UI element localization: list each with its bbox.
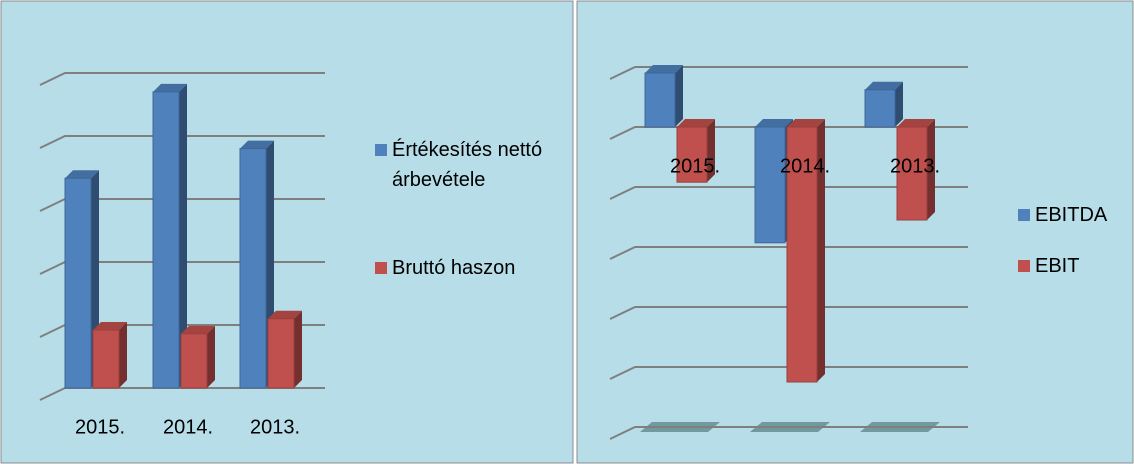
bar-side	[707, 119, 715, 183]
bar	[644, 72, 676, 128]
bar-top	[240, 140, 274, 149]
grid-line	[609, 246, 968, 260]
bar-top	[65, 170, 99, 179]
legend-label: Értékesítés nettó árbevétele	[392, 139, 543, 191]
bar-side	[179, 83, 187, 389]
bar	[239, 148, 267, 389]
legend-item: Értékesítés nettó árbevétele	[375, 135, 550, 195]
bar-top	[153, 83, 187, 92]
legend-swatch	[1018, 209, 1030, 221]
x-tick-label: 2015.	[75, 416, 125, 438]
bar-top	[865, 81, 903, 90]
bar	[786, 126, 818, 383]
legend-label: Bruttó haszon	[392, 257, 516, 279]
legend-swatch	[375, 144, 387, 156]
legend-label: EBIT	[1035, 255, 1080, 277]
bar-side	[817, 119, 825, 382]
x-tick-label: 2013.	[250, 416, 300, 438]
bar-side	[119, 322, 127, 388]
x-tick-label: 2014.	[163, 416, 213, 438]
bar-side	[895, 81, 903, 127]
grid-line	[39, 72, 325, 86]
x-tick-label: 2014.	[780, 155, 830, 177]
grid-line	[39, 135, 325, 149]
grid-line	[609, 66, 968, 80]
bar	[676, 126, 708, 183]
bar-top	[897, 119, 935, 127]
grid-line	[609, 426, 968, 440]
bar-side	[927, 119, 935, 220]
bar-top	[645, 65, 683, 73]
bar-top	[93, 322, 127, 331]
legend-item: EBITDA	[1018, 200, 1128, 230]
bar	[267, 318, 295, 389]
bar-top	[181, 325, 215, 334]
bar-top	[268, 310, 302, 319]
bar	[64, 177, 92, 389]
x-tick-label: 2015.	[670, 155, 720, 177]
bar-side	[675, 65, 683, 127]
bar	[152, 91, 180, 389]
grid-line	[609, 366, 968, 380]
legend-label: EBITDA	[1035, 204, 1108, 226]
bar	[92, 329, 120, 389]
grid-line	[609, 126, 968, 140]
bar	[754, 126, 786, 244]
grid-line	[609, 306, 968, 320]
grid-line	[609, 186, 968, 200]
bar-side	[207, 325, 215, 388]
bar	[896, 126, 928, 221]
legend-item: EBIT	[1018, 251, 1128, 281]
bar-top	[787, 119, 825, 127]
x-tick-label: 2013.	[890, 155, 940, 177]
legend-swatch	[375, 262, 387, 274]
legend-item: Bruttó haszon	[375, 253, 565, 283]
bar-side	[294, 310, 302, 388]
bar	[864, 89, 896, 128]
bar-top	[755, 119, 793, 127]
bar-top	[677, 119, 715, 127]
legend-swatch	[1018, 260, 1030, 272]
bar	[180, 333, 208, 389]
